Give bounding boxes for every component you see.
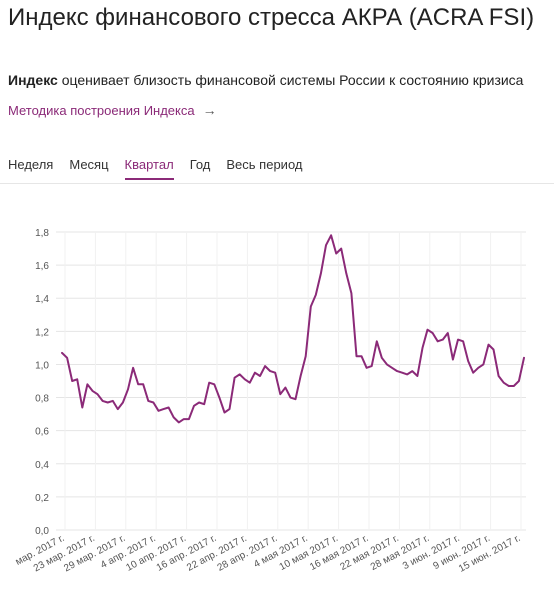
methodology-link[interactable]: Методика построения Индекса →: [8, 102, 217, 118]
y-tick-label: 0,2: [35, 493, 49, 504]
intro-description: оценивает близость финансовой системы Ро…: [57, 72, 524, 88]
arrow-right-icon: →: [202, 102, 217, 118]
y-tick-label: 0,6: [35, 427, 49, 438]
y-tick-label: 1,2: [35, 327, 49, 338]
tab-week[interactable]: Неделя: [8, 157, 54, 172]
page-title: Индекс финансового стресса АКРА (ACRA FS…: [8, 4, 535, 31]
tabs-divider: [0, 183, 554, 184]
intro-text: Индекс оценивает близость финансовой сис…: [8, 72, 523, 88]
y-tick-label: 0,8: [35, 394, 49, 405]
y-tick-label: 0,4: [35, 460, 49, 471]
y-axis-ticks: 0,0 0,2 0,4 0,6 0,8 1,0 1,2 1,4 1,6 1,8: [35, 228, 49, 537]
y-tick-label: 1,4: [35, 294, 49, 305]
chart-grid: [56, 231, 526, 531]
series-line: [61, 234, 525, 424]
fsi-line-chart: 0,0 0,2 0,4 0,6 0,8 1,0 1,2 1,4 1,6 1,8 мар. 2017…: [14, 228, 526, 575]
tab-quarter[interactable]: Квартал: [124, 157, 174, 180]
methodology-link-label: Методика построения Индекса: [8, 102, 195, 118]
intro-bold: Индекс: [8, 72, 58, 88]
tab-month[interactable]: Месяц: [69, 157, 109, 172]
period-tabs: Неделя Месяц Квартал Год Весь период: [8, 157, 302, 180]
y-tick-label: 1,6: [35, 261, 49, 272]
tab-year[interactable]: Год: [189, 157, 211, 172]
y-tick-label: 1,8: [35, 228, 49, 239]
x-axis-ticks: мар. 2017 г.23 мар. 2017 г.29 мар. 2017 …: [14, 533, 523, 575]
tab-all-period[interactable]: Весь период: [226, 157, 303, 172]
y-tick-label: 1,0: [35, 360, 49, 371]
y-tick-label: 0,0: [35, 526, 49, 537]
